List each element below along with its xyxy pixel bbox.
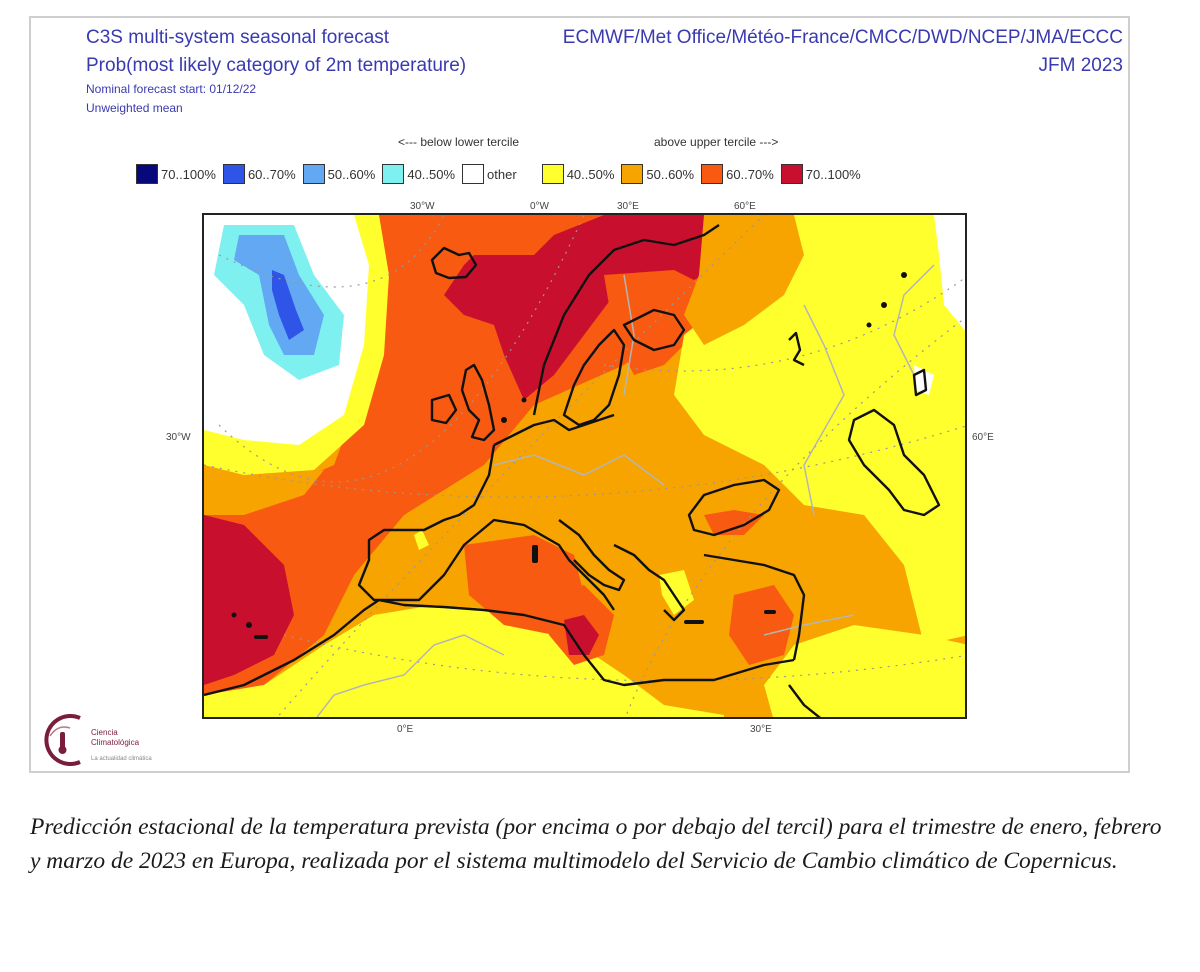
- legend-item: 70..100%: [780, 164, 861, 184]
- legend-swatch: [462, 164, 485, 184]
- source-centres: ECMWF/Met Office/Météo-France/CMCC/DWD/N…: [562, 27, 1123, 48]
- legend-item: other: [462, 164, 517, 184]
- above-tercile-label: above upper tercile --->: [654, 135, 779, 149]
- forecast-start-label: Nominal forecast start: 01/12/22: [86, 82, 257, 96]
- legend: 70..100% 60..70% 50..60% 40..50% other 4…: [136, 164, 868, 184]
- axis-label-bottom: 0°E: [397, 724, 414, 735]
- logo-subtext: La actualidad climática: [91, 756, 152, 762]
- legend-label: 60..70%: [247, 166, 296, 182]
- forecast-period: JFM 2023: [1038, 55, 1123, 76]
- figure-title: C3S multi-system seasonal forecast: [86, 27, 390, 48]
- legend-swatch: [136, 164, 158, 184]
- legend-swatch: [222, 164, 245, 184]
- figure-title-block: C3S multi-system seasonal forecast Prob(…: [86, 24, 466, 118]
- figure-subtitle: Prob(most likely category of 2m temperat…: [86, 55, 467, 76]
- forecast-map: [202, 213, 967, 719]
- logo-text: Ciencia Climatológica: [91, 728, 140, 747]
- legend-item: 60..70%: [222, 164, 296, 184]
- weighting-label: Unweighted mean: [86, 101, 183, 115]
- legend-item: 60..70%: [701, 164, 774, 184]
- legend-label: 40..50%: [407, 166, 456, 182]
- legend-item: 40..50%: [541, 164, 615, 184]
- axis-label-top: 0°W: [530, 201, 549, 212]
- legend-item: 70..100%: [136, 164, 216, 184]
- legend-label: 40..50%: [566, 166, 615, 182]
- axis-label-left: 30°W: [166, 432, 191, 443]
- axis-label-top: 30°W: [410, 201, 435, 212]
- legend-item: 50..60%: [302, 164, 376, 184]
- below-tercile-label: <--- below lower tercile: [398, 135, 520, 149]
- legend-swatch: [701, 164, 724, 184]
- legend-item: 50..60%: [621, 164, 694, 184]
- legend-label: 60..70%: [726, 166, 774, 182]
- legend-swatch: [302, 164, 325, 184]
- logo-icon: [44, 714, 81, 766]
- legend-label: 50..60%: [646, 166, 695, 182]
- axis-label-top: 30°E: [617, 201, 639, 212]
- logo: Ciencia Climatológica La actualidad clim…: [36, 710, 186, 770]
- axis-label-bottom: 30°E: [750, 724, 772, 735]
- axis-label-top: 60°E: [734, 201, 756, 212]
- legend-swatch: [780, 164, 803, 184]
- legend-item: 40..50%: [382, 164, 455, 184]
- legend-swatch: [621, 164, 644, 184]
- forecast-map-svg: [204, 215, 965, 717]
- legend-label: 70..100%: [805, 166, 861, 182]
- figure-source-block: ECMWF/Met Office/Météo-France/CMCC/DWD/N…: [563, 24, 1123, 80]
- legend-label: 50..60%: [327, 166, 376, 182]
- legend-label: 70..100%: [161, 166, 216, 182]
- legend-label: other: [487, 166, 517, 182]
- figure-caption: Predicción estacional de la temperatura …: [30, 814, 1162, 874]
- legend-swatch: [541, 164, 564, 184]
- axis-label-right: 60°E: [972, 432, 994, 443]
- legend-swatch: [382, 164, 405, 184]
